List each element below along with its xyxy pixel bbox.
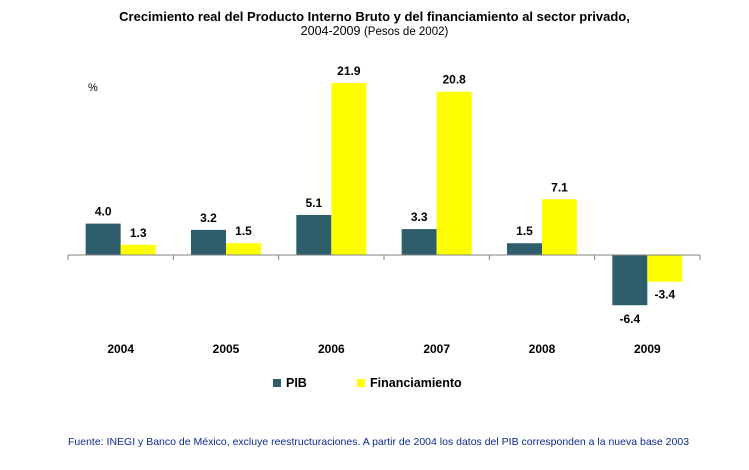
bar-financiamiento-2005 [226,243,261,255]
data-label-financiamiento-2004: 1.3 [130,226,147,240]
y-axis-unit-label: % [88,82,98,94]
bar-pib-2004 [85,223,121,255]
bar-financiamiento-2009 [647,255,683,282]
data-label-pib-2005: 3.2 [200,211,217,225]
data-label-financiamiento-2005: 1.5 [235,224,252,238]
legend-swatch-pib [273,379,281,387]
bar-financiamiento-2004 [120,244,156,255]
bar-pib-2007 [401,229,437,255]
legend-item-pib: PIB [273,376,307,390]
legend: PIB Financiamiento [0,376,749,394]
x-tick-label-2008: 2008 [529,342,556,356]
data-label-pib-2004: 4.0 [95,205,112,219]
data-label-pib-2006: 5.1 [305,196,322,210]
chart-subtitle: 2004-2009 (Pesos de 2002) [0,24,749,40]
data-label-financiamiento-2008: 7.1 [551,180,568,194]
data-label-financiamiento-2007: 20.8 [442,73,466,87]
subtitle-note: (Pesos de 2002) [363,26,449,38]
x-tick-label-2005: 2005 [213,342,240,356]
bar-pib-2008 [507,243,542,255]
data-label-pib-2007: 3.3 [411,210,428,224]
data-label-financiamiento-2009: -3.4 [654,288,675,302]
subtitle-years: 2004-2009 [300,24,361,38]
data-label-pib-2008: 1.5 [516,224,533,238]
legend-label-pib: PIB [286,376,307,390]
bar-pib-2005 [191,229,226,255]
data-label-pib-2009: -6.4 [619,312,640,326]
bar-financiamiento-2007 [436,91,472,255]
bar-financiamiento-2008 [542,199,577,255]
x-tick-label-2004: 2004 [107,342,134,356]
chart-title: Crecimiento real del Producto Interno Br… [119,9,630,24]
bar-financiamiento-2006 [331,83,367,256]
x-tick-label-2007: 2007 [423,342,450,356]
legend-item-financiamiento: Financiamiento [357,376,462,390]
legend-label-financiamiento: Financiamiento [370,376,462,390]
x-tick-label-2006: 2006 [318,342,345,356]
bar-pib-2009 [612,255,648,306]
legend-swatch-financiamiento [357,379,365,387]
x-tick-label-2009: 2009 [634,342,661,356]
source-note: Fuente: INEGI y Banco de México, excluye… [68,436,690,448]
bar-pib-2006 [296,214,332,255]
data-label-financiamiento-2006: 21.9 [337,64,361,78]
